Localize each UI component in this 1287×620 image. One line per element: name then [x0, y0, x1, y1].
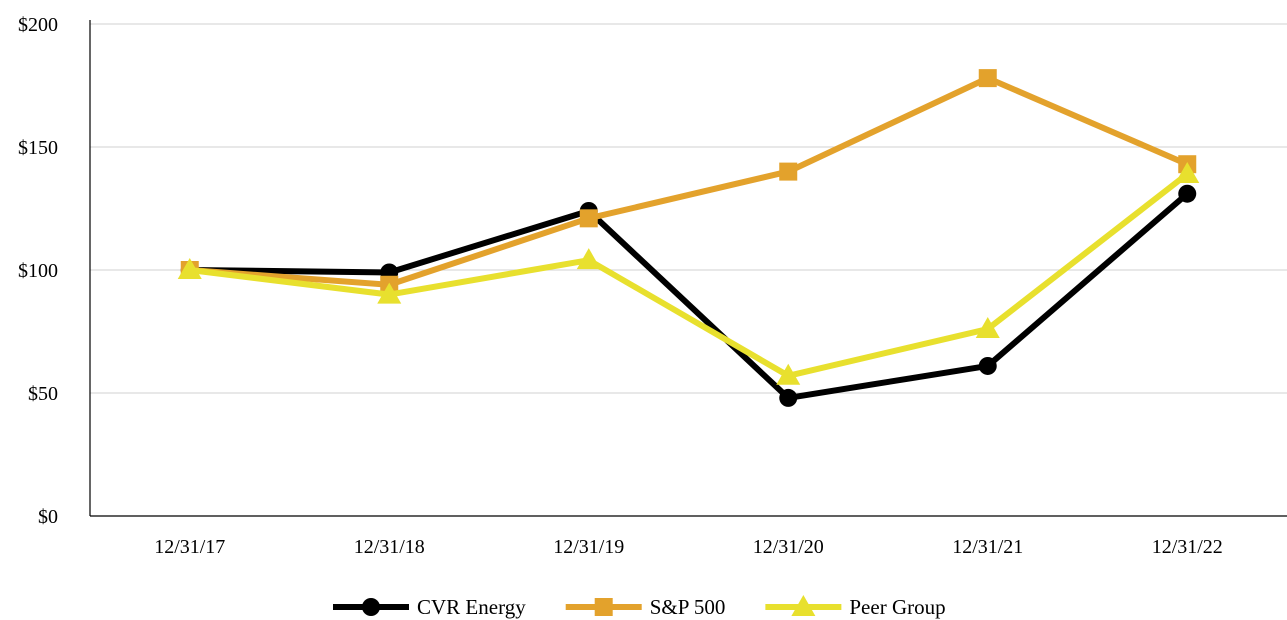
- data-point: [975, 317, 1000, 339]
- y-tick-label: $100: [18, 260, 58, 282]
- series-line: [189, 171, 1190, 379]
- x-tick-label: 12/31/19: [553, 536, 624, 558]
- y-tick-label: $0: [38, 506, 58, 528]
- series-layer: [177, 69, 1200, 407]
- data-point: [1175, 162, 1200, 184]
- y-tick-label: $200: [18, 14, 58, 36]
- y-tick-label: $50: [28, 383, 58, 405]
- legend-item: S&P 500: [565, 595, 726, 619]
- x-tick-label: 12/31/21: [952, 536, 1023, 558]
- legend-swatch-marker: [362, 598, 380, 616]
- x-tick-label: 12/31/22: [1152, 536, 1223, 558]
- legend-label: Peer Group: [849, 595, 945, 619]
- legend: CVR Energy S&P 500 Peer Group: [333, 595, 946, 619]
- data-point: [177, 258, 202, 279]
- y-tick-label: $150: [18, 137, 58, 159]
- legend-label: CVR Energy: [417, 595, 526, 619]
- x-tick-label: 12/31/20: [753, 536, 824, 558]
- data-point: [779, 162, 798, 181]
- series-line: [189, 191, 1190, 401]
- series-cvr-energy: [180, 184, 1197, 407]
- series-s-p-500: [180, 69, 1197, 294]
- y-axis: $0 $50 $100 $150 $200: [18, 14, 91, 528]
- data-point: [576, 248, 601, 270]
- data-point: [978, 356, 997, 375]
- legend-item: CVR Energy: [333, 595, 526, 619]
- data-point: [579, 209, 598, 228]
- x-tick-label: 12/31/17: [154, 536, 225, 558]
- gridlines: [90, 23, 1287, 394]
- x-axis: 12/31/17 12/31/18 12/31/19 12/31/20 12/31/21…: [90, 515, 1287, 558]
- legend-swatch-marker: [791, 595, 816, 616]
- series-peer-group: [177, 162, 1200, 385]
- x-tick-label: 12/31/18: [354, 536, 425, 558]
- data-point: [978, 69, 997, 88]
- legend-swatch-marker: [594, 598, 613, 616]
- legend-label: S&P 500: [650, 595, 726, 619]
- series-line: [189, 75, 1189, 288]
- data-point: [377, 282, 402, 304]
- legend-item: Peer Group: [765, 595, 946, 619]
- data-point: [1178, 184, 1197, 203]
- data-point: [779, 388, 798, 407]
- data-point: [776, 363, 801, 385]
